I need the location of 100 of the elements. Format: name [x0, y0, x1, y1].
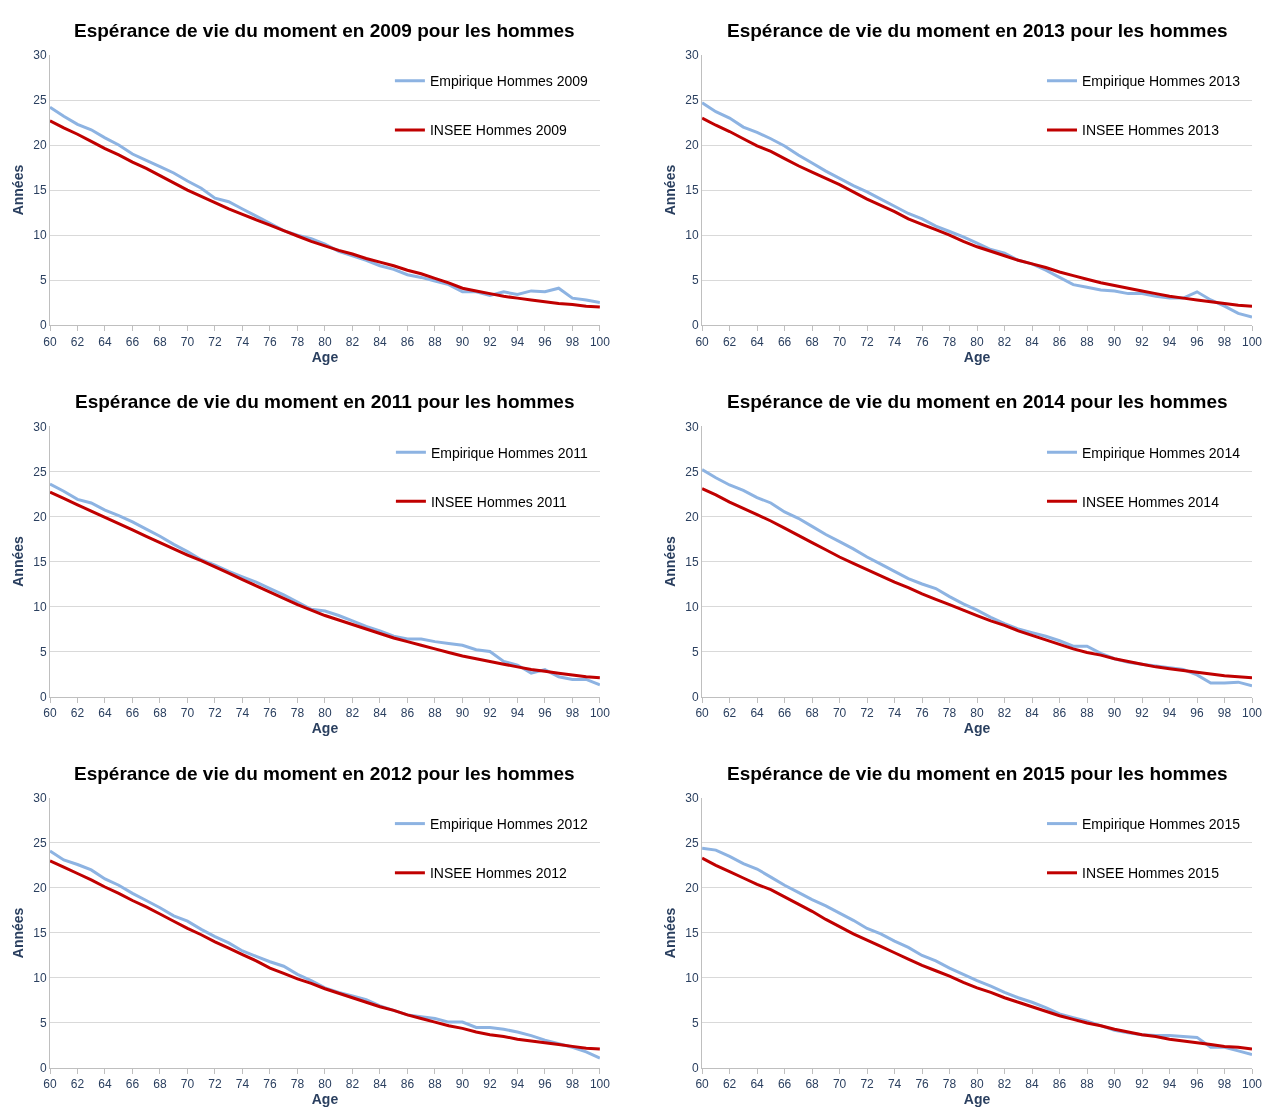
x-tick-label: 78 — [290, 1077, 305, 1092]
x-tick-label: 94 — [510, 1077, 525, 1092]
y-axis-title: Années — [9, 907, 26, 959]
legend-label: INSEE Hommes 2011 — [430, 493, 568, 510]
x-tick-label: 94 — [1162, 334, 1177, 349]
y-tick-label: 0 — [39, 318, 47, 333]
x-tick-label: 64 — [750, 1077, 765, 1092]
x-tick-label: 94 — [1162, 1077, 1177, 1092]
y-tick-label: 5 — [39, 1016, 47, 1031]
y-tick-label: 25 — [685, 464, 699, 479]
x-tick-label: 76 — [263, 334, 277, 349]
legend-label: INSEE Hommes 2015 — [1081, 865, 1220, 882]
x-tick-label: 88 — [1080, 334, 1095, 349]
x-tick-label: 98 — [1217, 1077, 1232, 1092]
x-tick-label: 86 — [400, 1077, 415, 1092]
y-tick-label: 20 — [33, 138, 47, 153]
x-tick-label: 70 — [180, 1077, 195, 1092]
y-tick-label: 5 — [692, 644, 699, 659]
x-tick-label: 66 — [125, 705, 140, 720]
x-tick-label: 68 — [153, 705, 167, 720]
x-tick-label: 90 — [455, 705, 470, 720]
x-tick-label: 84 — [373, 705, 387, 720]
chart-title: Espérance de vie du moment en 2009 pour les hommes — [74, 20, 575, 41]
x-tick-label: 78 — [290, 334, 305, 349]
x-tick-label: 96 — [1190, 1077, 1204, 1092]
legend-label: INSEE Hommes 2014 — [1081, 493, 1220, 510]
chart-title: Espérance de vie du moment en 2014 pour les hommes — [727, 391, 1228, 412]
x-tick-label: 74 — [235, 705, 250, 720]
legend-label: Empirique Hommes 2009 — [429, 73, 589, 90]
x-tick-label: 80 — [970, 334, 985, 349]
x-tick-label: 94 — [1162, 705, 1177, 720]
y-tick-label: 10 — [685, 971, 699, 986]
y-tick-label: 5 — [692, 273, 699, 288]
y-tick-label: 15 — [685, 554, 699, 569]
x-axis-title: Age — [311, 1091, 339, 1108]
x-tick-label: 72 — [860, 1077, 875, 1092]
x-tick-label: 62 — [70, 334, 85, 349]
x-tick-label: 80 — [318, 1077, 332, 1092]
legend-label: Empirique Hommes 2013 — [1081, 73, 1241, 90]
y-tick-label: 15 — [685, 926, 699, 941]
legend-label: INSEE Hommes 2012 — [429, 865, 568, 882]
x-tick-label: 88 — [1080, 705, 1095, 720]
y-tick-label: 0 — [39, 1061, 47, 1076]
y-tick-label: 15 — [33, 183, 47, 198]
y-tick-label: 20 — [685, 138, 699, 153]
y-tick-label: 10 — [685, 599, 699, 614]
x-tick-label: 68 — [805, 334, 820, 349]
x-tick-label: 98 — [1217, 705, 1232, 720]
y-tick-label: 15 — [33, 554, 47, 569]
y-tick-label: 30 — [685, 419, 699, 434]
x-tick-label: 100 — [1241, 1077, 1263, 1092]
y-tick-label: 10 — [33, 971, 47, 986]
x-tick-label: 88 — [428, 1077, 442, 1092]
y-tick-label: 0 — [692, 1061, 699, 1076]
y-tick-label: 5 — [39, 644, 47, 659]
x-tick-label: 70 — [832, 1077, 847, 1092]
x-tick-label: 60 — [695, 1077, 710, 1092]
y-tick-label: 0 — [692, 318, 699, 333]
chart-title: Espérance de vie du moment en 2015 pour les hommes — [727, 763, 1228, 784]
x-tick-label: 78 — [942, 1077, 957, 1092]
x-tick-label: 64 — [750, 705, 765, 720]
x-tick-label: 84 — [373, 334, 387, 349]
x-tick-label: 92 — [1135, 334, 1150, 349]
x-tick-label: 78 — [290, 705, 305, 720]
x-tick-label: 96 — [538, 1077, 552, 1092]
x-tick-label: 98 — [565, 1077, 580, 1092]
chart-title: Espérance de vie du moment en 2012 pour les hommes — [74, 763, 575, 784]
x-tick-label: 70 — [832, 334, 847, 349]
x-tick-label: 92 — [1135, 705, 1150, 720]
x-tick-label: 60 — [43, 334, 57, 349]
x-tick-label: 72 — [208, 334, 222, 349]
x-tick-label: 100 — [589, 334, 611, 349]
y-tick-label: 20 — [33, 881, 47, 896]
legend-label: INSEE Hommes 2009 — [429, 122, 568, 139]
x-tick-label: 84 — [1025, 705, 1040, 720]
y-tick-label: 0 — [692, 689, 699, 704]
y-axis-title: Années — [9, 164, 26, 216]
y-tick-label: 15 — [685, 183, 699, 198]
x-tick-label: 90 — [455, 1077, 470, 1092]
x-tick-label: 98 — [565, 334, 580, 349]
x-tick-label: 96 — [1190, 334, 1204, 349]
x-tick-label: 64 — [750, 334, 765, 349]
x-tick-label: 60 — [695, 705, 710, 720]
x-tick-label: 62 — [70, 705, 85, 720]
x-tick-label: 100 — [589, 1077, 611, 1092]
x-tick-label: 88 — [428, 705, 442, 720]
x-tick-label: 60 — [43, 705, 57, 720]
x-tick-label: 74 — [887, 1077, 902, 1092]
x-tick-label: 86 — [1052, 334, 1067, 349]
y-tick-label: 5 — [692, 1016, 699, 1031]
x-tick-label: 68 — [153, 334, 167, 349]
x-tick-label: 84 — [1025, 1077, 1040, 1092]
x-tick-label: 96 — [538, 705, 552, 720]
x-tick-label: 72 — [208, 1077, 222, 1092]
x-axis-title: Age — [963, 719, 991, 736]
y-tick-label: 25 — [685, 836, 699, 851]
x-axis-title: Age — [963, 348, 991, 365]
x-tick-label: 60 — [43, 1077, 57, 1092]
x-tick-label: 64 — [98, 1077, 112, 1092]
y-tick-label: 25 — [33, 464, 47, 479]
